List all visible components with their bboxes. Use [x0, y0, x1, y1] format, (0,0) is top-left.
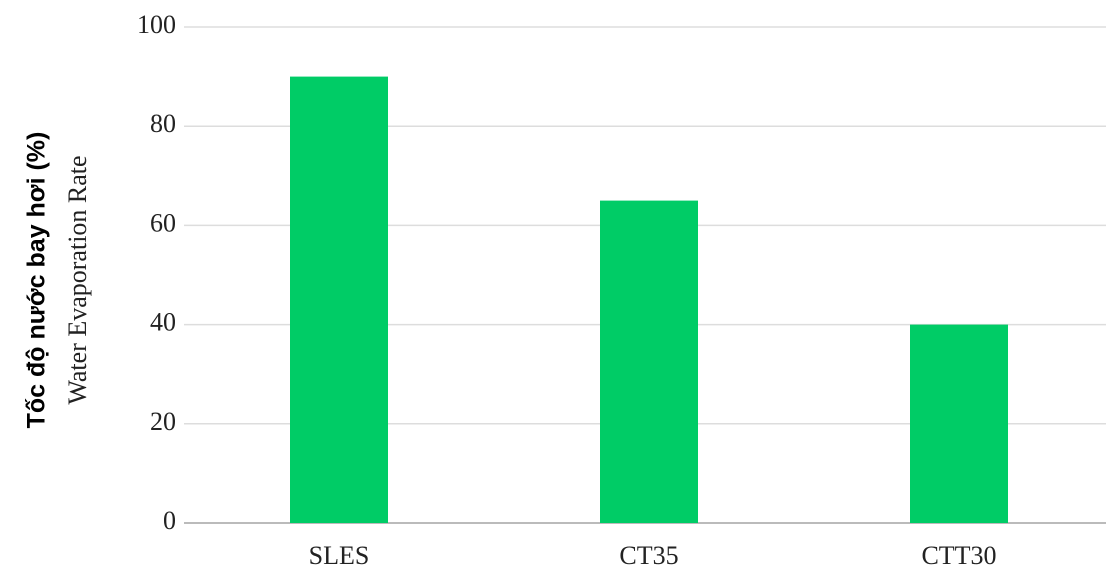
x-tick-label: CTT30	[921, 541, 996, 570]
y-tick-label: 0	[163, 506, 176, 535]
y-tick-label: 100	[137, 10, 176, 39]
x-tick-label: SLES	[309, 541, 370, 570]
bar	[290, 76, 388, 523]
bar	[910, 324, 1008, 523]
x-tick-label: CT35	[619, 541, 678, 570]
y-tick-label: 80	[150, 109, 176, 138]
y-axis-label: Tốc độ nước bay hơi (%)	[23, 132, 51, 429]
bar	[600, 200, 698, 523]
y-tick-label: 20	[150, 407, 176, 436]
y-tick-label: 40	[150, 308, 176, 337]
y-tick-label: 60	[150, 208, 176, 237]
y-axis-label: Water Evaporation Rate	[63, 155, 92, 404]
